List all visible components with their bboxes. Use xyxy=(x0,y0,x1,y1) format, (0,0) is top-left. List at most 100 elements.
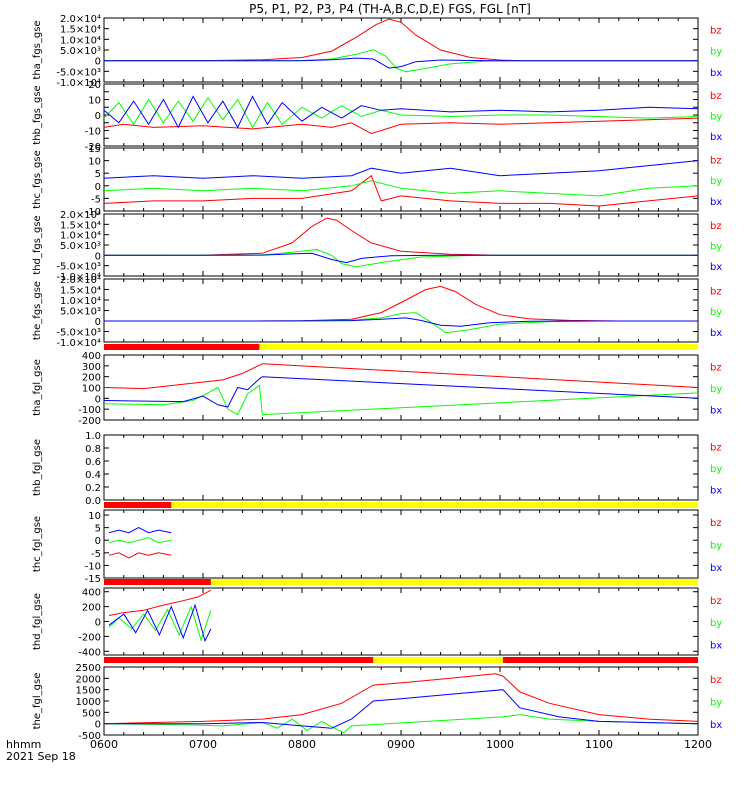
legend-bx: bx xyxy=(710,197,722,208)
legend-bz: bz xyxy=(710,675,722,686)
y-axis-label: thb_fgs_gse xyxy=(32,85,43,144)
series-bz xyxy=(103,217,698,256)
legend-bx: bx xyxy=(710,486,722,497)
y-tick-label: -20 xyxy=(85,142,101,153)
y-tick-label: 0 xyxy=(95,251,101,262)
panel-thc_fgs_gse: -10 -50 510 15 thc_fgs_gse bz by bx xyxy=(32,144,722,218)
legend-by: by xyxy=(710,176,722,187)
panel-frame xyxy=(103,509,699,579)
panel-frame xyxy=(103,213,699,277)
x-tick-label: 0600 xyxy=(90,738,118,751)
y-tick-label: 0 xyxy=(95,57,101,68)
y-tick-label: 0 xyxy=(95,394,101,405)
legend-by: by xyxy=(710,242,722,253)
series-bx xyxy=(104,317,698,327)
legend-by: by xyxy=(710,618,722,629)
legend-bx: bx xyxy=(710,720,722,731)
y-tick-label: -10 xyxy=(85,127,101,138)
y-tick-label: -500 xyxy=(78,731,101,742)
series-by xyxy=(103,96,699,129)
legend-bz: bz xyxy=(710,286,722,297)
y-tick-label: 0 xyxy=(95,111,101,122)
plot-title: P5, P1, P2, P3, P4 (TH-A,B,C,D,E) FGS, F… xyxy=(249,2,531,16)
y-tick-label: 1000 xyxy=(76,697,101,708)
y-tick-label: 100 xyxy=(82,384,101,395)
y-tick-label: -5 xyxy=(91,549,101,560)
legend-bz: bz xyxy=(710,91,722,102)
series-bx xyxy=(103,160,699,179)
y-tick-label: 5 xyxy=(95,524,101,535)
series-by xyxy=(108,537,172,544)
legend-bz: bz xyxy=(710,518,722,529)
y-tick-label: 0.2 xyxy=(85,483,101,494)
y-tick-label: 20 xyxy=(88,80,101,91)
y-tick-label: 5.0×10³ xyxy=(60,307,101,318)
y-axis-label: tha_fgl_gse xyxy=(32,359,43,416)
panel-frame xyxy=(103,17,699,83)
series-bx xyxy=(104,689,699,729)
series-bx xyxy=(104,57,698,69)
y-tick-label: 1.0×10⁴ xyxy=(60,296,101,307)
y-tick-label: 300 xyxy=(82,362,101,373)
y-axis-label: thd_fgs_gse xyxy=(32,215,43,274)
y-tick-label: 400 xyxy=(82,588,101,599)
series-by xyxy=(103,180,699,197)
y-tick-label: 1.0×10⁴ xyxy=(60,35,101,46)
mode-bar-segment xyxy=(502,657,698,663)
mode-bar-segment xyxy=(104,502,172,508)
legend-bz: bz xyxy=(710,221,722,232)
series-bx xyxy=(108,527,172,534)
mode-bar-segment xyxy=(259,344,698,350)
y-axis-label: thc_fgl_gse xyxy=(32,516,43,572)
series-by xyxy=(103,384,699,416)
series-bx xyxy=(104,252,698,264)
legend-bz: bz xyxy=(710,596,722,607)
y-tick-label: 0 xyxy=(95,720,101,731)
y-tick-label: -100 xyxy=(78,405,101,416)
legend-by: by xyxy=(710,47,722,58)
y-axis-label: the_fgs_gse xyxy=(32,281,43,340)
x-tick-label: 1000 xyxy=(486,738,514,751)
y-tick-label: 1.5×10⁴ xyxy=(60,25,101,36)
y-tick-label: 10 xyxy=(88,96,101,107)
legend-by: by xyxy=(710,112,722,123)
legend-bx: bx xyxy=(710,328,722,339)
y-tick-label: 400 xyxy=(82,351,101,362)
y-tick-label: 1.5×10⁴ xyxy=(60,286,101,297)
y-tick-label: 2.0×10⁴ xyxy=(60,14,101,25)
panel-thb_fgl_gse: 0.0 0.2 0.4 0.6 0.8 1.0 thb_fgl_gse bz by bx xyxy=(32,431,722,507)
x-tick-label: 1200 xyxy=(684,738,712,751)
y-tick-label: -1.0×10⁴ xyxy=(56,78,101,89)
series-bx xyxy=(103,95,699,129)
y-tick-label: 500 xyxy=(82,708,101,719)
y-tick-label: -400 xyxy=(78,647,101,658)
panel-thc_fgl_gse: -15 -10-5 05 10 thc_fgl_gse bz by bx xyxy=(32,509,722,585)
y-tick-label: 2.0×10⁴ xyxy=(60,210,101,221)
panels: -1.0×10⁴-5.0×10³05.0×10³1.0×10⁴1.5×10⁴2.… xyxy=(32,14,722,742)
y-tick-label: 2000 xyxy=(76,674,101,685)
x-tick-label: 0700 xyxy=(189,738,217,751)
mode-bar-segment xyxy=(104,657,374,663)
legend-bx: bx xyxy=(710,262,722,273)
x-tick-label: 0900 xyxy=(387,738,415,751)
y-tick-label: 0 xyxy=(95,182,101,193)
mode-bar-segment xyxy=(373,657,503,663)
y-tick-label: 200 xyxy=(82,603,101,614)
x-tick-label: 0800 xyxy=(288,738,316,751)
y-tick-label: 5.0×10³ xyxy=(60,46,101,57)
legend-bz: bz xyxy=(710,363,722,374)
y-axis-label: the_fgl_gse xyxy=(32,673,43,730)
y-tick-label: 1500 xyxy=(76,686,101,697)
y-tick-label: -5 xyxy=(91,194,101,205)
legend-bz: bz xyxy=(710,155,722,166)
series-bx xyxy=(108,603,212,643)
y-tick-label: 5 xyxy=(95,169,101,180)
legend-by: by xyxy=(710,307,722,318)
y-tick-label: -15 xyxy=(85,574,101,585)
panel-frame xyxy=(103,434,699,501)
series-by xyxy=(104,248,698,268)
y-tick-label: 200 xyxy=(82,373,101,384)
y-tick-label: -5.0×10³ xyxy=(56,262,101,273)
